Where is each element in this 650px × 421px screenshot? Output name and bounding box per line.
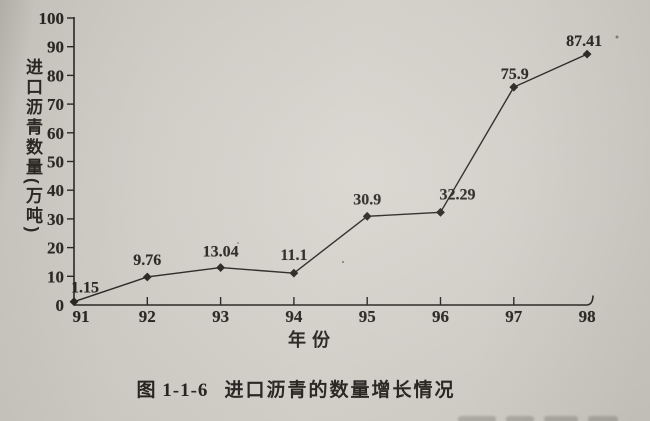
- x-tick-label: 92: [139, 307, 156, 326]
- data-point: [436, 207, 445, 217]
- y-tick-label: 70: [47, 95, 64, 114]
- x-tick-label: 91: [73, 307, 90, 326]
- y-tick-label: 30: [47, 210, 64, 229]
- data-point: [69, 297, 79, 307]
- data-point-label: 30.9: [353, 191, 381, 208]
- data-point: [509, 82, 519, 92]
- y-tick-label: 40: [47, 181, 64, 200]
- y-tick-label: 10: [47, 267, 64, 286]
- data-point: [362, 211, 372, 221]
- data-point-label: 87.41: [566, 33, 602, 50]
- data-point-label: 13.04: [203, 244, 239, 261]
- y-tick-label: 20: [47, 239, 64, 258]
- paper-speck: [237, 242, 239, 244]
- data-point-label: 11.1: [280, 247, 307, 264]
- x-axis-title: 年份: [288, 330, 336, 350]
- x-tick-label: 97: [505, 307, 523, 326]
- data-point: [289, 268, 299, 278]
- y-tick-label: 90: [47, 38, 64, 57]
- series-line: [73, 53, 588, 303]
- data-point-label: 9.76: [133, 252, 161, 269]
- data-point: [142, 272, 152, 282]
- figure-caption-number: 图 1-1-6: [136, 380, 209, 401]
- x-tick-label: 93: [212, 307, 229, 326]
- y-axis-title: 进口沥青数量(万吨): [23, 58, 42, 236]
- data-point-label: 1.15: [71, 280, 99, 297]
- data-point-label: 32.29: [440, 186, 476, 203]
- data-point: [216, 263, 225, 272]
- import-asphalt-line-chart: 0 10 20 30 40 50 60 70 80 90 100 91 92 93 94 95 96 97 98 1.…: [39, 9, 619, 326]
- y-tick-label: 60: [47, 124, 64, 143]
- data-point-label: 75.9: [501, 66, 529, 83]
- y-tick-label: 100: [39, 9, 65, 28]
- x-tick-label: 94: [285, 307, 303, 326]
- y-tick-label: 0: [56, 296, 65, 315]
- x-tick-label: 95: [359, 307, 376, 326]
- x-axis-end-hook: [586, 295, 594, 306]
- x-tick-label: 96: [432, 307, 449, 326]
- page-bleed-text-artifact: [450, 411, 650, 421]
- paper-speck: [341, 260, 345, 264]
- y-tick-label: 50: [47, 153, 64, 172]
- x-tick-label: 98: [579, 307, 596, 326]
- data-point: [582, 49, 592, 59]
- figure-caption: 图 1-1-6 进口沥青的数量增长情况: [0, 375, 592, 402]
- y-tick-label: 80: [47, 66, 64, 85]
- paper-speck: [615, 35, 619, 39]
- figure-caption-text: 进口沥青的数量增长情况: [224, 380, 456, 401]
